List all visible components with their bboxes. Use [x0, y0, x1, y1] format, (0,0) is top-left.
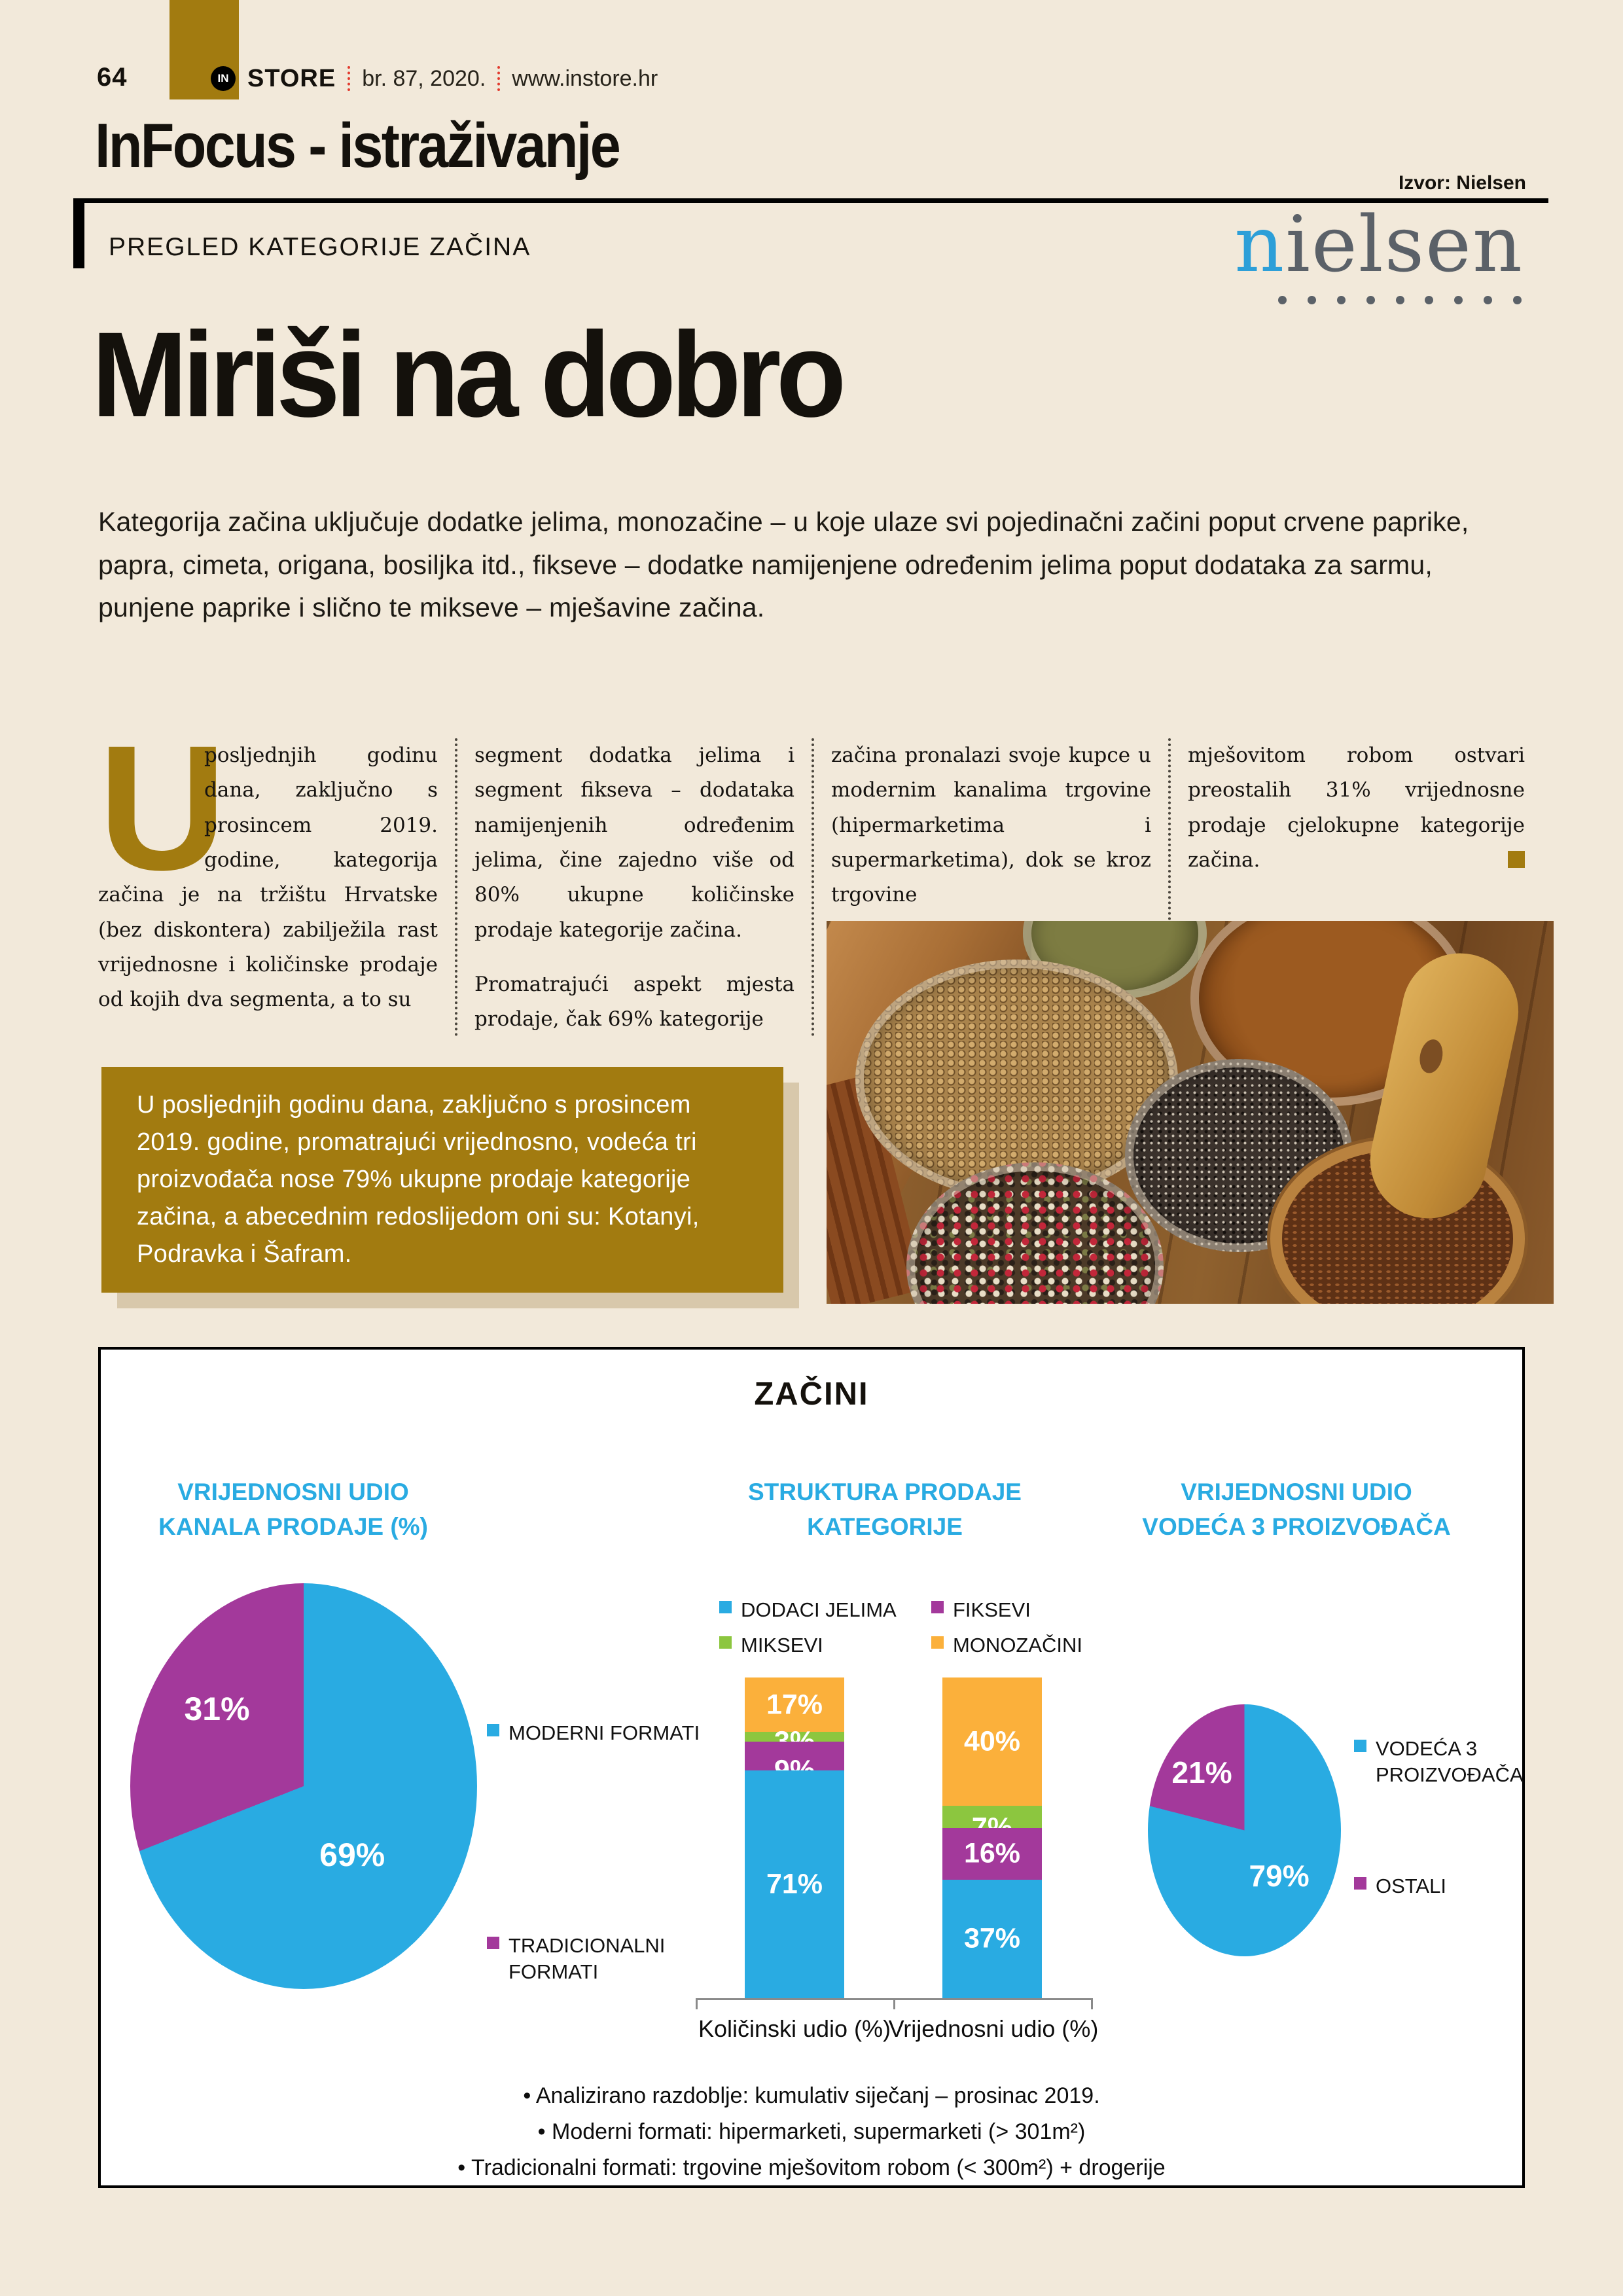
footnote-1: • Analizirano razdoblje: kumulativ siječ…	[523, 2083, 1100, 2108]
column-2: segment dodatka jelima i segment fikseva…	[455, 738, 812, 1036]
header-divider-icon	[348, 66, 351, 91]
article-title: Miriši na dobro	[92, 308, 846, 442]
legend-swatch-icon	[931, 1636, 944, 1649]
legend-item-ostali: OSTALI	[1354, 1873, 1524, 1899]
legend-item-dodaci-jelima: DODACI JELIMA	[719, 1597, 929, 1623]
chart-subtitle-middle: STRUKTURA PRODAJE KATEGORIJE	[748, 1479, 1022, 1540]
legend-item-vodeca-3: VODEĆA 3 PROIZVOĐAČA	[1354, 1736, 1524, 1789]
bar-segment: 3%	[745, 1725, 844, 1757]
bar-segment: 16%	[942, 1828, 1042, 1880]
nielsen-logo: nielsen	[1234, 206, 1524, 283]
chart-footnotes: • Analizirano razdoblje: kumulativ siječ…	[101, 2081, 1522, 2189]
legend-swatch-icon	[719, 1601, 732, 1613]
nielsen-logo-dots	[1278, 296, 1522, 304]
bar-segment-label: 16%	[963, 1837, 1021, 1869]
column-2-paragraph-1: segment dodatka jelima i segment fikseva…	[474, 744, 794, 942]
instore-logo-icon: IN	[211, 66, 236, 91]
bar-segment: 71%	[745, 1770, 844, 1998]
bar-segment-label: 37%	[963, 1922, 1021, 1954]
legend-item-miksevi: MIKSEVI	[719, 1632, 929, 1659]
x-axis-tick	[1091, 1998, 1093, 2009]
header-divider-icon	[497, 66, 501, 91]
stacked-bar-kolicinski: 17% 3%9% 71%	[745, 1677, 844, 1998]
x-axis-tick	[696, 1998, 698, 2009]
chart-subtitle-left: VRIJEDNOSNI UDIO KANALA PRODAJE (%)	[158, 1479, 428, 1540]
bar-segment: 7%	[942, 1806, 1042, 1844]
bar-segment: 40%	[942, 1677, 1042, 1806]
bar-segment-label: 17%	[766, 1689, 823, 1721]
legend-swatch-icon	[719, 1636, 732, 1649]
stacked-bar-vrijednosni: 40% 7%16% 37%	[942, 1677, 1042, 1998]
nielsen-logo-n: n	[1234, 199, 1286, 289]
column-4-text: mješovitom robom ostvari preostalih 31% …	[1188, 744, 1525, 872]
bar-segment: 37%	[942, 1879, 1042, 1998]
legend-swatch-icon	[487, 1937, 499, 1949]
source-credit: Izvor: Nielsen	[1398, 172, 1526, 194]
masthead: IN STORE br. 87, 2020. www.instore.hr	[211, 64, 658, 93]
pie-slice-label: 69%	[319, 1837, 385, 1874]
section-title: InFocus - istraživanje	[95, 111, 621, 181]
article-intro: Kategorija začina uključuje dodatke jeli…	[98, 507, 1469, 623]
legend-item-monozacini: MONOZAČINI	[931, 1632, 1141, 1659]
bar-segment-label: 71%	[766, 1868, 823, 1900]
x-axis-label-vrijednosni: Vrijednosni udio (%)	[888, 2015, 1099, 2042]
column-2-paragraph-2: Promatrajući aspekt mjesta prodaje, čak …	[474, 972, 794, 1031]
legend-swatch-icon	[1354, 1740, 1366, 1752]
pie-chart-top-manufacturers: 21% 79%	[1148, 1704, 1341, 1956]
issue-number: br. 87, 2020.	[362, 65, 486, 91]
legend-item-moderni-formati: MODERNI FORMATI	[487, 1720, 703, 1746]
pie-chart-sales-channels: 31% 69%	[130, 1583, 477, 1989]
bar-segment-label: 40%	[963, 1725, 1021, 1757]
column-3-text: začina pronalazi svoje kupce u modernim …	[831, 744, 1151, 907]
highlight-box: U posljednjih godinu dana, zaključno s p…	[101, 1067, 783, 1293]
website-link[interactable]: www.instore.hr	[512, 65, 658, 91]
bar-segment: 9%	[745, 1741, 844, 1786]
spices-photo	[827, 921, 1554, 1304]
column-1-text: posljednjih godinu dana, zaključno s pro…	[98, 744, 438, 1012]
brand-name: STORE	[247, 64, 336, 92]
chart-panel-title: ZAČINI	[754, 1376, 869, 1412]
bar-segment: 17%	[745, 1677, 844, 1732]
coriander-jar	[855, 959, 1179, 1198]
legend-item-fiksevi: FIKSEVI	[931, 1597, 1141, 1623]
pie-slice-label: 21%	[1171, 1755, 1232, 1789]
chart-panel: ZAČINI VRIJEDNOSNI UDIO KANALA PRODAJE (…	[98, 1347, 1525, 2188]
footnote-3: • Tradicionalni formati: trgovine mješov…	[457, 2155, 1166, 2180]
column-4: mješovitom robom ostvari preostalih 31% …	[1168, 738, 1525, 1036]
header-rule	[73, 198, 1548, 203]
footnote-2: • Moderni formati: hipermarketi, superma…	[537, 2119, 1086, 2144]
article-end-marker	[1508, 850, 1525, 868]
kicker-tick	[73, 203, 84, 268]
chart-subtitle-right: VRIJEDNOSNI UDIO VODEĆA 3 PROIZVOĐAČA	[1142, 1479, 1451, 1540]
legend-item-tradicionalni-formati: TRADICIONALNI FORMATI	[487, 1933, 665, 1986]
legend-swatch-icon	[931, 1601, 944, 1613]
legend-swatch-icon	[487, 1724, 499, 1736]
drop-cap: U	[98, 708, 227, 907]
kicker: PREGLED KATEGORIJE ZAČINA	[109, 233, 531, 261]
x-axis-tick	[893, 1998, 895, 2009]
legend-swatch-icon	[1354, 1877, 1366, 1890]
page-number: 64	[97, 63, 128, 92]
pie-slice-label: 79%	[1249, 1858, 1310, 1893]
x-axis-label-kolicinski: Količinski udio (%)	[698, 2015, 891, 2042]
pie-slice-label: 31%	[184, 1691, 250, 1728]
column-3: začina pronalazi svoje kupce u modernim …	[812, 738, 1168, 1036]
nielsen-logo-rest: ielsen	[1285, 199, 1524, 289]
